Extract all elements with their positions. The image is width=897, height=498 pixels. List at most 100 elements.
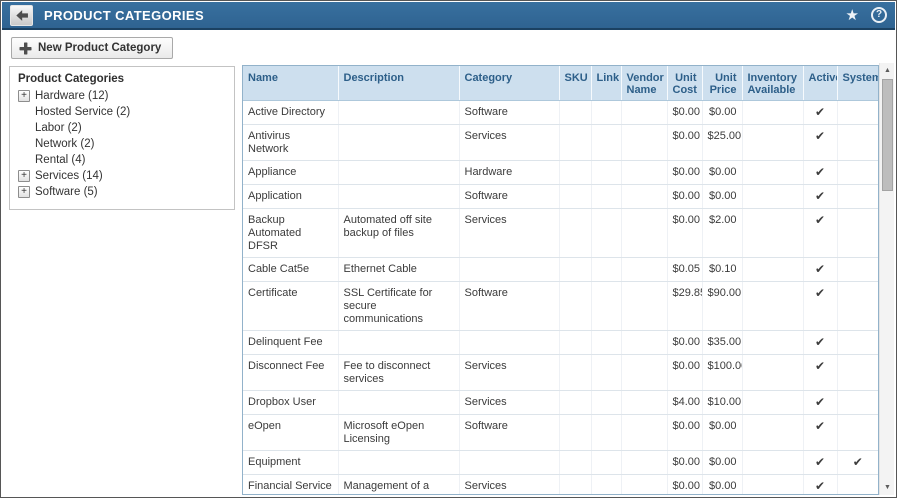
- cell-active: ✔: [803, 281, 838, 331]
- new-product-category-button[interactable]: New Product Category: [11, 37, 174, 59]
- cell-active: ✔: [803, 390, 838, 415]
- column-header-system[interactable]: System: [837, 66, 878, 101]
- cell-inventory-available: [742, 474, 804, 494]
- cell-vendor-name: [621, 474, 668, 494]
- cell-system: [837, 474, 878, 494]
- column-header-link[interactable]: Link: [591, 66, 622, 101]
- tree-item-label: Software (5): [35, 186, 98, 198]
- cell-unit-price: $0.00: [702, 160, 743, 185]
- cell-active: ✔: [803, 450, 838, 475]
- scroll-down-icon[interactable]: ▼: [884, 484, 891, 491]
- cell-unit-cost: $0.00: [667, 124, 703, 161]
- vertical-scrollbar[interactable]: ▲ ▼: [879, 63, 894, 495]
- cell-sku: [559, 208, 592, 258]
- cell-vendor-name: [621, 184, 668, 209]
- cell-system: [837, 414, 878, 451]
- cell-inventory-available: [742, 124, 804, 161]
- cell-active: ✔: [803, 184, 838, 209]
- table-row[interactable]: Cable Cat5e Ethernet Cable $0.05 $0.10 ✔: [243, 257, 878, 282]
- cell-sku: [559, 474, 592, 494]
- cell-name: Cable Cat5e: [243, 257, 339, 282]
- cell-sku: [559, 281, 592, 331]
- category-tree-panel: Product Categories + Hardware (12) Hosted …: [9, 66, 235, 210]
- help-icon[interactable]: ?: [871, 7, 887, 23]
- cell-description: SSL Certificate for secure communication…: [338, 281, 460, 331]
- active-check-icon: ✔: [814, 479, 826, 493]
- cell-unit-price: $10.00: [702, 390, 743, 415]
- cell-unit-price: $100.00: [702, 354, 743, 391]
- table-row[interactable]: Antivirus Network Services $0.00 $25.00 ✔: [243, 124, 878, 161]
- column-header-active[interactable]: Active: [803, 66, 838, 101]
- cell-category: Services: [459, 390, 560, 415]
- favorite-star-icon[interactable]: ★: [845, 6, 859, 24]
- cell-vendor-name: [621, 124, 668, 161]
- table-row[interactable]: Backup Automated DFSR Automated off site …: [243, 208, 878, 258]
- cell-active: ✔: [803, 257, 838, 282]
- active-check-icon: ✔: [814, 129, 826, 143]
- column-header-inventory-available[interactable]: Inventory Available: [742, 66, 804, 101]
- cell-vendor-name: [621, 330, 668, 355]
- scrollbar-thumb[interactable]: [882, 79, 893, 191]
- column-header-unit-cost[interactable]: Unit Cost: [667, 66, 703, 101]
- cell-sku: [559, 450, 592, 475]
- cell-sku: [559, 100, 592, 125]
- table-row[interactable]: Disconnect Fee Fee to disconnect services…: [243, 354, 878, 391]
- active-check-icon: ✔: [814, 335, 826, 349]
- cell-vendor-name: [621, 390, 668, 415]
- table-row[interactable]: Delinquent Fee $0.00 $35.00 ✔: [243, 330, 878, 355]
- expand-icon[interactable]: +: [18, 170, 30, 182]
- cell-category: Services: [459, 124, 560, 161]
- cell-description: [338, 390, 460, 415]
- cell-link: [591, 124, 622, 161]
- cell-link: [591, 208, 622, 258]
- table-row[interactable]: Certificate SSL Certificate for secure co…: [243, 281, 878, 331]
- cell-name: eOpen: [243, 414, 339, 451]
- system-check-icon: ✔: [852, 455, 863, 469]
- table-row[interactable]: Active Directory Software $0.00 $0.00 ✔: [243, 100, 878, 125]
- cell-inventory-available: [742, 208, 804, 258]
- cell-unit-price: $0.00: [702, 100, 743, 125]
- column-header-description[interactable]: Description: [338, 66, 460, 101]
- tree-item-rental-4[interactable]: Rental (4): [18, 152, 226, 168]
- tree-item-hosted-service-2[interactable]: Hosted Service (2): [18, 104, 226, 120]
- expand-icon[interactable]: +: [18, 90, 30, 102]
- cell-description: Ethernet Cable: [338, 257, 460, 282]
- expand-icon[interactable]: +: [18, 186, 30, 198]
- back-button[interactable]: [10, 4, 33, 26]
- cell-inventory-available: [742, 281, 804, 331]
- cell-unit-price: $0.00: [702, 414, 743, 451]
- table-row[interactable]: Dropbox User Services $4.00 $10.00 ✔: [243, 390, 878, 415]
- tree-item-labor-2[interactable]: Labor (2): [18, 120, 226, 136]
- cell-system: [837, 281, 878, 331]
- cell-system: [837, 390, 878, 415]
- tree-item-hardware-12[interactable]: + Hardware (12): [18, 88, 226, 104]
- column-header-vendor-name[interactable]: Vendor Name: [621, 66, 668, 101]
- table-row[interactable]: eOpen Microsoft eOpen Licensing Software $0…: [243, 414, 878, 451]
- cell-link: [591, 450, 622, 475]
- tree-item-services-14[interactable]: + Services (14): [18, 168, 226, 184]
- cell-sku: [559, 330, 592, 355]
- active-check-icon: ✔: [814, 455, 826, 469]
- cell-name: Delinquent Fee: [243, 330, 339, 355]
- column-header-category[interactable]: Category: [459, 66, 560, 101]
- tree-item-software-5[interactable]: + Software (5): [18, 184, 226, 200]
- column-header-sku[interactable]: SKU: [559, 66, 592, 101]
- cell-active: ✔: [803, 100, 838, 125]
- cell-inventory-available: [742, 414, 804, 451]
- plus-icon: [19, 42, 32, 54]
- cell-category: Software: [459, 100, 560, 125]
- scroll-up-icon[interactable]: ▲: [884, 67, 891, 74]
- column-header-unit-price[interactable]: Unit Price: [702, 66, 743, 101]
- table-row[interactable]: Appliance Hardware $0.00 $0.00 ✔: [243, 160, 878, 185]
- cell-unit-cost: $0.00: [667, 100, 703, 125]
- column-header-name[interactable]: Name: [243, 66, 339, 101]
- table-row[interactable]: Equipment $0.00 $0.00 ✔ ✔: [243, 450, 878, 475]
- table-row[interactable]: Application Software $0.00 $0.00 ✔: [243, 184, 878, 209]
- cell-category: Software: [459, 414, 560, 451]
- cell-system: [837, 184, 878, 209]
- grid-body: Active Directory Software $0.00 $0.00 ✔ Antiv…: [243, 100, 878, 494]
- tree-item-network-2[interactable]: Network (2): [18, 136, 226, 152]
- active-check-icon: ✔: [814, 395, 826, 409]
- cell-name: Backup Automated DFSR: [243, 208, 339, 258]
